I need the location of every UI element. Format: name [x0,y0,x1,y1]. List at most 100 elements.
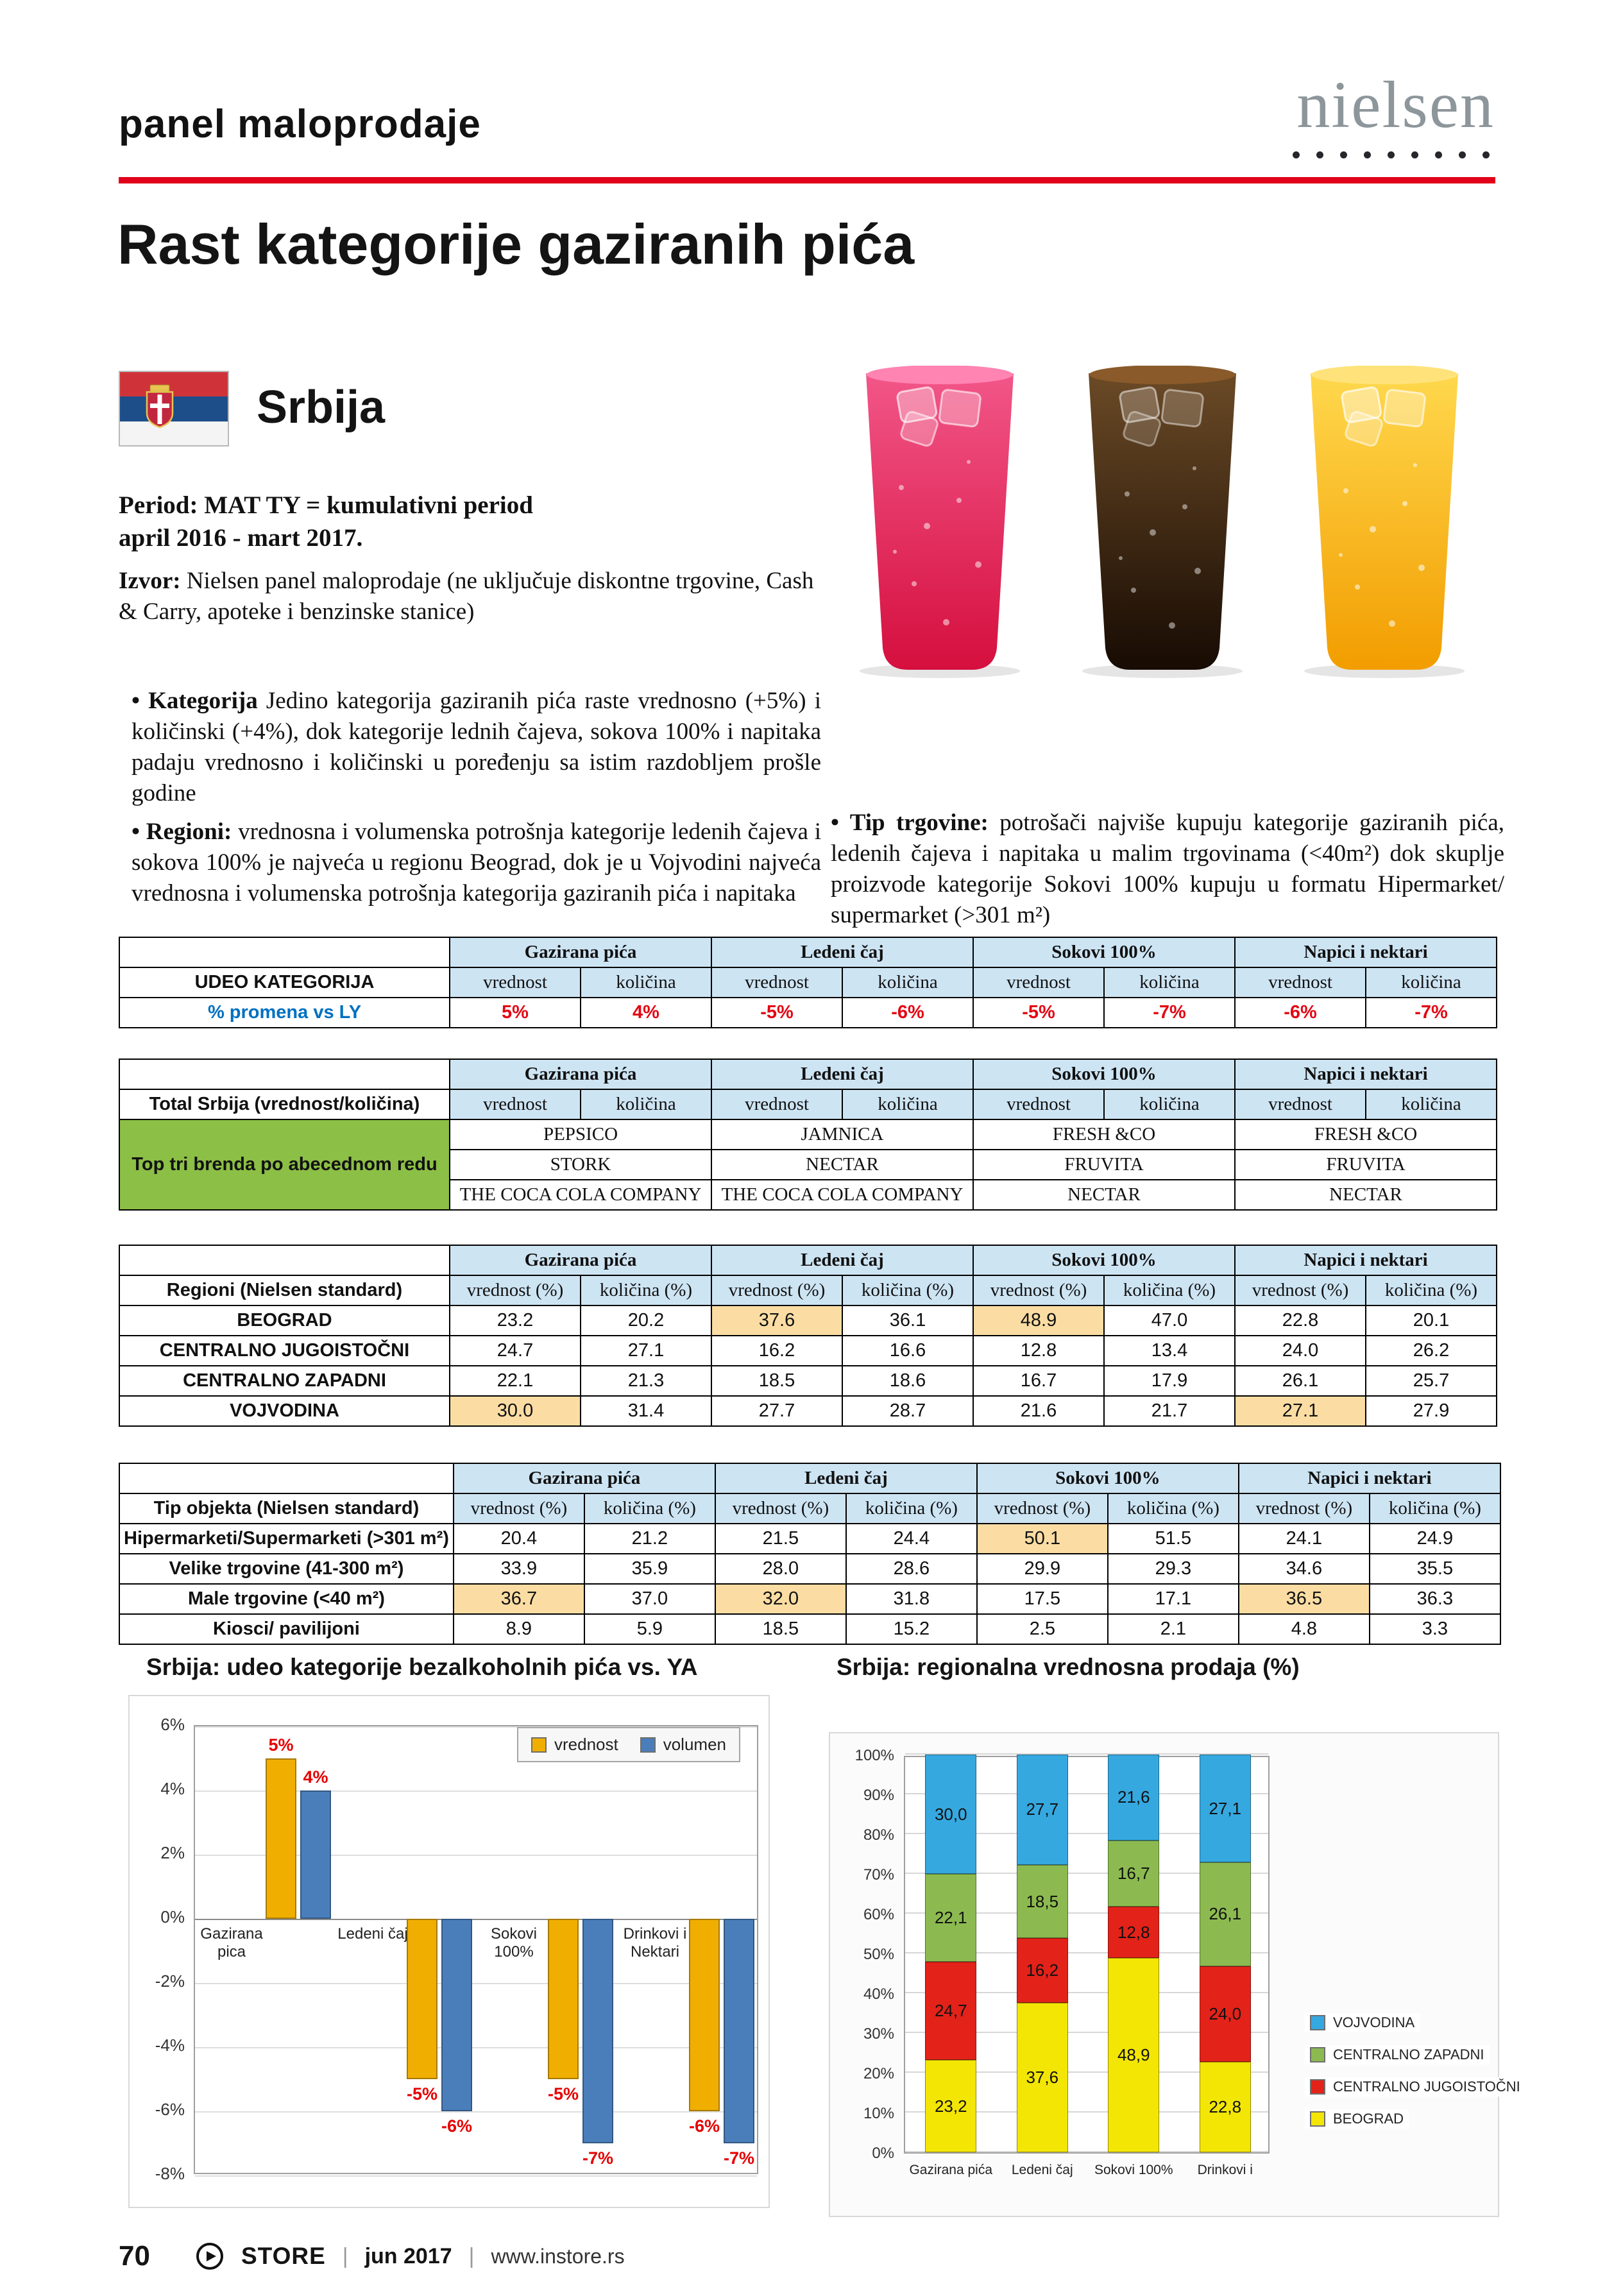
column-subheader: vrednost [973,1089,1105,1120]
bar [266,1758,296,1919]
chart1-plot-area: Gazirana pica 5% 4% Ledeni čaj -5% -6% Sokovi … [194,1725,758,2177]
category-label: Gazirana pića [909,2163,993,2177]
stack-segment: 30,0 [925,1755,977,1874]
row-label: Velike trgovine (41-300 m²) [119,1553,454,1585]
y-axis-tick: 90% [863,1787,894,1804]
website-url: www.instore.rs [491,2244,625,2268]
bullet-text: Jedino kategorija gaziranih pića raste v… [132,688,822,807]
segment-value-label: 24,7 [934,2001,967,2021]
stack-segment: 16,7 [1108,1840,1160,1907]
country-heading: Srbija [257,382,386,433]
table-row: Top tri brenda po abecednom redu PEPSICO… [119,1119,1497,1211]
y-axis-tick: 0% [872,2145,894,2162]
column-subheader: količina [1365,967,1497,998]
column-header: Ledeni čaj [711,937,974,968]
legend-swatch [1310,2079,1325,2095]
page-number: 70 [119,2240,150,2272]
gridline [905,1873,1268,1874]
y-axis-tick: 60% [863,1906,894,1923]
table-cell: 21.5 [714,1523,847,1554]
table-subheader-row: Regioni (Nielsen standard) vrednost (%) … [119,1275,1497,1306]
table-cell: 48.9 [973,1305,1105,1336]
bar [441,1919,472,2111]
y-axis-tick: 10% [863,2105,894,2122]
segment-value-label: 23,2 [934,2096,967,2116]
column-subheader: količina (%) [1103,1275,1236,1306]
table-header-row: Gazirana pića Ledeni čaj Sokovi 100% Nap… [119,1463,1501,1494]
table-cell: 18.5 [714,1613,847,1645]
gridline [905,1992,1268,1993]
table-cell: 29.3 [1107,1553,1239,1585]
brand-cell: THE COCA COLA COMPANY [449,1179,712,1211]
bar-value-label: -7% [582,2148,613,2168]
gridline [195,1919,757,1920]
table-cell: 30.0 [449,1395,581,1427]
segment-value-label: 18,5 [1026,1891,1059,1911]
segment-value-label: 16,7 [1117,1864,1150,1884]
table-cell: 17.5 [976,1583,1109,1615]
column-header: Gazirana pića [452,1463,716,1494]
footer-separator: | [468,2243,475,2268]
column-header: Sokovi 100% [976,1463,1239,1494]
y-axis-tick: 2% [160,1843,185,1862]
period-note: Period: MAT TY = kumulativni period apri… [119,489,533,555]
table-cell: 33.9 [452,1553,585,1585]
bar-value-label: -5% [406,2084,437,2104]
bar [724,1919,754,2143]
gridline [905,1952,1268,1953]
chart1-legend: vrednost volumen [516,1727,740,1762]
bar [300,1790,331,1919]
y-axis-tick: 20% [863,2065,894,2082]
table-cell: 34.6 [1237,1553,1370,1585]
legend-label: vrednost [554,1735,618,1754]
table-cell: 2.5 [976,1613,1109,1645]
table-cell: 5.9 [583,1613,716,1645]
y-axis-tick: -8% [155,2164,185,2183]
table-row: STORK NECTAR FRUVITA FRUVITA [119,1149,1497,1180]
table-header-row: Gazirana pića Ledeni čaj Sokovi 100% Nap… [119,1245,1497,1276]
brand-cell: STORK [449,1149,712,1180]
legend-item: CENTRALNO ZAPADNI [1305,2045,1490,2064]
category-label: Drinkovi i [1197,2163,1253,2177]
orange-drink-cup [1304,366,1465,678]
table-cell: 17.1 [1107,1583,1239,1615]
segment-value-label: 27,1 [1209,1798,1242,1818]
table-subheader-row: UDEO KATEGORIJA vrednost količina vredno… [119,967,1497,998]
table-cell: 2.1 [1107,1613,1239,1645]
legend-label: BEOGRAD [1333,2111,1404,2127]
table-cell: -7% [1365,997,1497,1028]
column-subheader: vrednost [1234,1089,1366,1120]
column-subheader: količina (%) [1107,1493,1239,1524]
table-cell: 4% [580,997,712,1028]
bar [548,1919,579,2079]
column-header: Sokovi 100% [973,937,1236,968]
column-header: Napici i nektari [1234,1059,1497,1090]
page-title: Rast kategorije gaziranih pića [117,212,915,276]
bar-value-label: 4% [303,1767,328,1787]
table-cell: 21.2 [583,1523,716,1554]
spacer-cell [119,1245,450,1276]
table-cell: 36.5 [1237,1583,1370,1615]
column-subheader: količina (%) [583,1493,716,1524]
legend-swatch [640,1737,656,1753]
gridline [905,2111,1268,2113]
issue-date: jun 2017 [364,2243,452,2268]
legend-swatch [531,1737,547,1753]
row-label: Kiosci/ pavilijoni [119,1613,454,1645]
brand-cell: NECTAR [973,1179,1236,1211]
bullet-text: potrošači najviše kupuju kategorije gazi… [831,810,1504,929]
stack-segment: 37,6 [1016,2002,1068,2152]
column-header: Ledeni čaj [714,1463,978,1494]
source-text: Nielsen panel maloprodaje (ne uključuje … [119,568,814,625]
stack-segment: 24,0 [1199,1966,1251,2062]
y-axis-tick: 4% [160,1779,185,1798]
segment-value-label: 27,7 [1026,1799,1059,1819]
bar-value-label: -7% [723,2148,754,2168]
table-row: Hipermarketi/Supermarketi (>301 m²) 20.4… [119,1523,1501,1554]
regions-table: Gazirana pića Ledeni čaj Sokovi 100% Nap… [119,1245,1497,1427]
column-subheader: vrednost [711,1089,843,1120]
stack-segment: 21,6 [1108,1755,1160,1841]
nielsen-wordmark: nielsen [1296,68,1495,142]
table-cell: 28.7 [842,1395,974,1427]
table-cell: 47.0 [1103,1305,1236,1336]
